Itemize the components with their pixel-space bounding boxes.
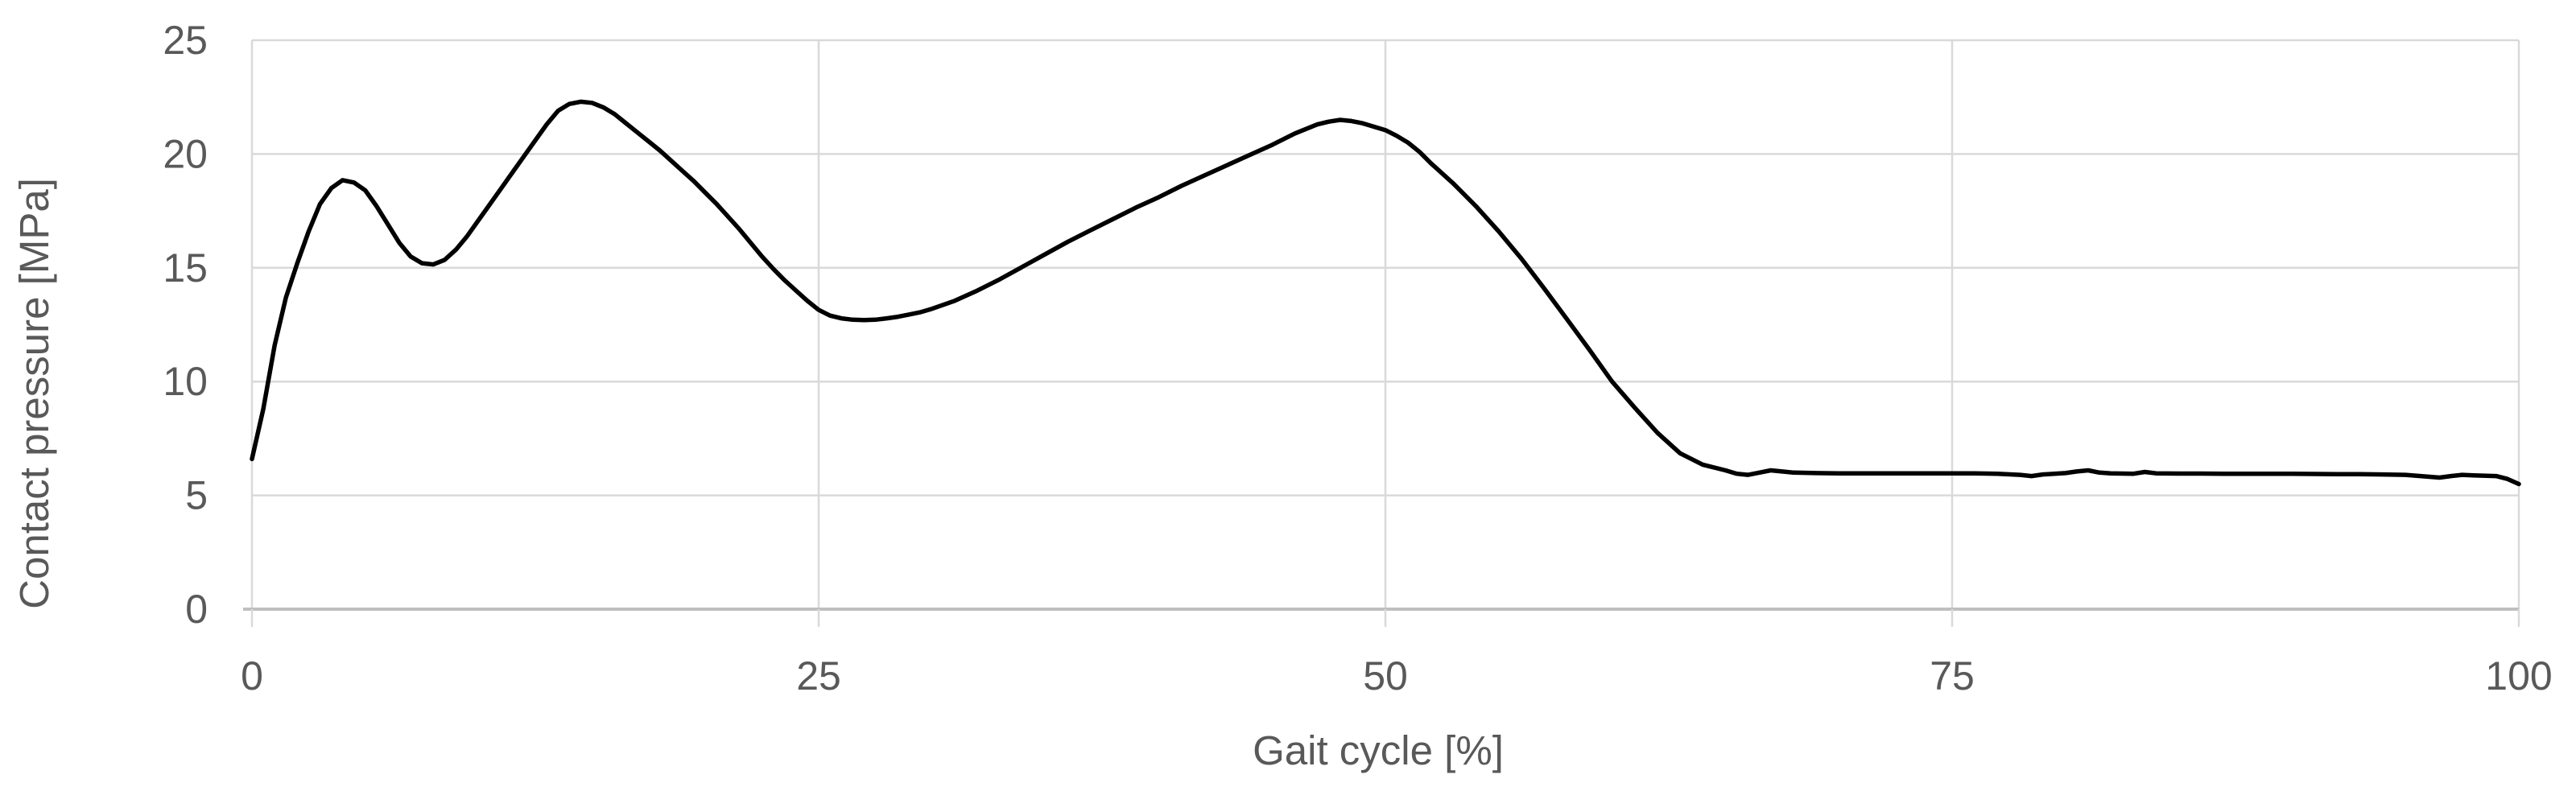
x-tick-label: 25	[796, 653, 841, 698]
x-tick-label: 50	[1363, 653, 1408, 698]
y-tick-label: 5	[185, 473, 208, 518]
series-layer	[250, 99, 2521, 487]
x-axis-title: Gait cycle [%]	[1253, 727, 1504, 773]
y-tick-label: 10	[163, 359, 208, 404]
gridlines-layer	[250, 39, 2520, 609]
x-tick-label: 75	[1930, 653, 1975, 698]
y-tick-label: 15	[163, 245, 208, 290]
x-tick-label: 0	[241, 653, 263, 698]
axes-layer	[243, 608, 2520, 627]
y-tick-label: 25	[163, 18, 208, 63]
y-tick-label: 20	[163, 131, 208, 176]
y-tick-label: 0	[185, 587, 208, 632]
tick-labels-layer: 0 5 10 15 20 25 0 25 50 75 100	[163, 18, 2552, 698]
x-tick-label: 100	[2485, 653, 2552, 698]
series-line	[250, 99, 2521, 487]
y-axis-title: Contact pressure [MPa]	[11, 178, 57, 609]
